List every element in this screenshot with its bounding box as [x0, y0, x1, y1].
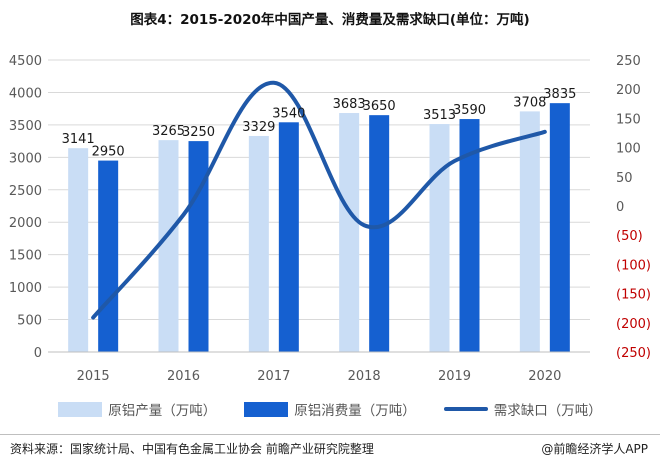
data-label: 3141: [62, 132, 95, 147]
x-tick-label: 2019: [438, 369, 471, 384]
data-label: 3329: [242, 120, 275, 135]
data-labels: 3141 3265 3329 3683 3513 3708 2950 3250 3540 3650…: [62, 87, 577, 159]
legend-swatch-consumption: [244, 401, 289, 417]
footer-divider: [0, 434, 660, 435]
bar-consumption: [278, 122, 299, 352]
data-label: 3835: [543, 87, 576, 102]
data-label: 3250: [182, 125, 215, 140]
right-tick-label: 50: [616, 171, 633, 186]
legend-label-consumption: 原铝消费量（万吨）: [294, 403, 416, 419]
left-tick-label: 3500: [9, 119, 42, 134]
legend-label-gap: 需求缺口（万吨）: [493, 403, 602, 419]
right-tick-label: (200): [616, 317, 651, 332]
legend-item-production: 原铝产量（万吨）: [58, 399, 216, 419]
bar-production: [429, 124, 450, 352]
x-tick-label: 2017: [257, 369, 290, 384]
legend: 原铝产量（万吨） 原铝消费量（万吨） 需求缺口（万吨）: [0, 398, 660, 420]
x-tick-label: 2018: [348, 369, 381, 384]
right-tick-label: 0: [616, 200, 624, 215]
bar-consumption: [369, 115, 390, 353]
bar-consumption: [188, 141, 209, 352]
data-label: 3513: [423, 108, 456, 123]
bar-consumption: [549, 103, 570, 352]
left-tick-label: 500: [17, 314, 42, 329]
left-tick-label: 2000: [9, 216, 42, 231]
left-tick-label: 0: [34, 346, 42, 361]
right-axis: 250 200 150 100 50 0 (50) (100) (150) (200) (250): [616, 54, 651, 361]
gap-line: [91, 80, 547, 320]
bar-production: [519, 111, 540, 352]
x-tick-label: 2015: [77, 369, 110, 384]
right-tick-label: 150: [616, 112, 641, 127]
data-label: 3265: [152, 124, 185, 139]
right-tick-label: (100): [616, 258, 651, 273]
right-tick-label: (150): [616, 288, 651, 303]
left-tick-label: 1500: [9, 249, 42, 264]
right-tick-label: (250): [616, 346, 651, 361]
x-axis: 2015 2016 2017 2018 2019 2020: [48, 351, 590, 384]
left-tick-label: 4000: [9, 86, 42, 101]
right-tick-label: 250: [616, 54, 641, 69]
data-label: 2950: [92, 145, 125, 160]
bar-production: [339, 113, 360, 352]
x-tick-label: 2020: [528, 369, 561, 384]
data-label: 3650: [363, 99, 396, 114]
legend-item-gap: 需求缺口（万吨）: [443, 399, 602, 419]
bar-consumption: [459, 119, 480, 352]
left-tick-label: 2500: [9, 184, 42, 199]
right-tick-label: 200: [616, 83, 641, 98]
x-tick-label: 2016: [167, 369, 200, 384]
bar-production: [68, 148, 89, 352]
left-tick-label: 1000: [9, 281, 42, 296]
source-note: 资料来源：国家统计局、中国有色金属工业协会 前瞻产业研究院整理: [10, 442, 374, 456]
data-label: 3540: [272, 106, 305, 121]
left-axis: 0 500 1000 1500 2000 2500 3000 3500 4000 4500: [9, 54, 42, 361]
chart-title: 图表4：2015-2020年中国产量、消费量及需求缺口(单位：万吨): [130, 12, 530, 28]
data-label: 3590: [453, 103, 486, 118]
bars: [68, 103, 570, 353]
data-label: 3708: [513, 95, 546, 110]
right-tick-label: 100: [616, 142, 641, 157]
left-tick-label: 3000: [9, 151, 42, 166]
gridlines: [48, 59, 590, 321]
bar-consumption: [98, 160, 119, 352]
bar-production: [158, 140, 179, 352]
left-tick-label: 4500: [9, 54, 42, 69]
brand-credit: @前瞻经济学人APP: [541, 442, 648, 456]
right-tick-label: (50): [616, 229, 643, 244]
data-label: 3683: [333, 97, 366, 112]
legend-swatch-production: [58, 401, 103, 417]
legend-item-consumption: 原铝消费量（万吨）: [244, 399, 416, 419]
bar-production: [248, 135, 269, 352]
legend-label-production: 原铝产量（万吨）: [108, 403, 217, 419]
legend-swatch-gap: [443, 407, 488, 411]
gap-line-path: [91, 80, 547, 320]
